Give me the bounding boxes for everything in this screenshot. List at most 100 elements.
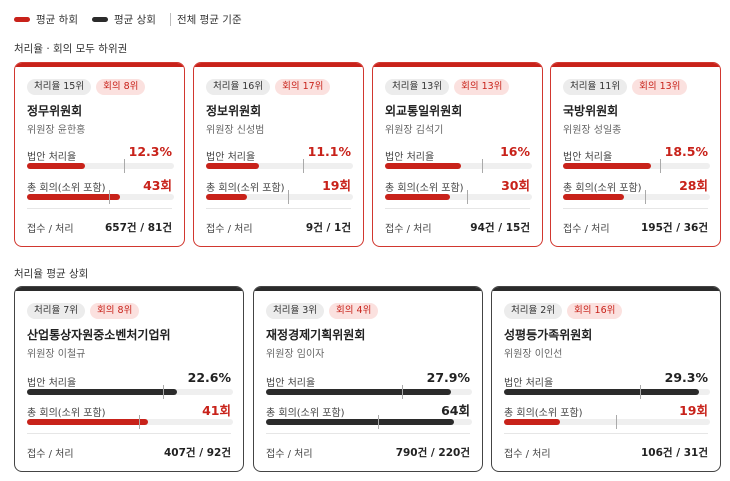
meeting-count-bar-track — [563, 190, 710, 204]
legend-divider — [169, 12, 171, 26]
card-divider — [206, 208, 351, 209]
card-top-accent — [254, 287, 482, 291]
meeting-count-bar-track — [385, 190, 532, 204]
processing-rate-label: 법안 처리율 — [27, 378, 77, 389]
rank-badges: 처리율 2위 회의 16위 — [504, 303, 623, 319]
processing-rate-bar-track — [385, 159, 532, 173]
meeting-count-average-marker — [288, 190, 290, 204]
meeting-count-bar-fill — [27, 194, 120, 200]
meeting-count-label: 총 회의(소위 포함) — [385, 183, 464, 194]
meeting-count-value: 30회 — [501, 178, 530, 193]
processing-rate-bar-fill — [385, 163, 461, 169]
received-processed-value: 106건 / 31건 — [641, 447, 708, 459]
card-top-accent — [492, 287, 720, 291]
card-top-accent — [373, 63, 542, 67]
processing-rate-bar-track — [206, 159, 353, 173]
committee-card[interactable]: 처리율 15위 회의 8위 정무위원회 위원장 윤한홍 법안 처리율 12.3% 총 회의(… — [14, 62, 185, 247]
processing-rate-label: 법안 처리율 — [266, 378, 316, 389]
processing-rate-average-marker — [163, 385, 165, 399]
legend-below: 평균 하회 — [14, 12, 78, 27]
received-processed-label: 접수 / 처리 — [27, 224, 74, 235]
rank-badges: 처리율 15위 회의 8위 — [27, 79, 146, 95]
card-divider — [504, 433, 708, 434]
meeting-rank-badge: 회의 16위 — [567, 303, 623, 319]
processing-rate-average-marker — [303, 159, 305, 173]
meeting-count-bar-track — [27, 190, 174, 204]
meeting-rank-badge: 회의 13위 — [454, 79, 510, 95]
meeting-rank-badge: 회의 17위 — [275, 79, 331, 95]
processing-rate-value: 22.6% — [187, 370, 231, 385]
card-top-accent — [551, 63, 720, 67]
processing-rate-average-marker — [482, 159, 484, 173]
processing-rate-value: 16% — [500, 144, 530, 159]
committee-chair: 위원장 김석기 — [385, 125, 444, 136]
meeting-count-bar-track — [206, 190, 353, 204]
card-divider — [27, 433, 231, 434]
rate-rank-badge: 처리율 16위 — [206, 79, 271, 95]
committee-chair: 위원장 윤한홍 — [27, 125, 86, 136]
legend-below-label: 평균 하회 — [36, 13, 78, 26]
meeting-count-average-marker — [467, 190, 469, 204]
section-title-below: 처리율 · 회의 모두 하위권 — [14, 43, 128, 55]
committee-chair: 위원장 이철규 — [27, 349, 86, 360]
legend-below-swatch — [14, 16, 30, 22]
processing-rate-label: 법안 처리율 — [385, 152, 435, 163]
processing-rate-bar-track — [27, 159, 174, 173]
legend-basis-label: 전체 평균 기준 — [176, 13, 242, 26]
meeting-count-label: 총 회의(소위 포함) — [563, 183, 642, 194]
received-processed-value: 407건 / 92건 — [164, 447, 231, 459]
card-divider — [385, 208, 530, 209]
processing-rate-bar-track — [27, 385, 233, 399]
meeting-count-bar-fill — [563, 194, 624, 200]
committee-chair: 위원장 임이자 — [266, 349, 325, 360]
received-processed-label: 접수 / 처리 — [206, 224, 253, 235]
meeting-count-label: 총 회의(소위 포함) — [266, 408, 345, 419]
processing-rate-bar-fill — [504, 389, 699, 395]
meeting-count-average-marker — [138, 415, 140, 429]
meeting-count-bar-fill — [385, 194, 450, 200]
processing-rate-bar-track — [266, 385, 472, 399]
meeting-count-average-marker — [109, 190, 111, 204]
processing-rate-bar-track — [504, 385, 710, 399]
processing-rate-label: 법안 처리율 — [27, 152, 77, 163]
processing-rate-label: 법안 처리율 — [504, 378, 554, 389]
meeting-count-value: 28회 — [679, 178, 708, 193]
card-divider — [563, 208, 708, 209]
meeting-count-bar-track — [266, 415, 472, 429]
meeting-count-value: 43회 — [143, 178, 172, 193]
meeting-count-label: 총 회의(소위 포함) — [27, 408, 106, 419]
committee-chair: 위원장 신성범 — [206, 125, 265, 136]
meeting-count-label: 총 회의(소위 포함) — [27, 183, 106, 194]
rank-badges: 처리율 16위 회의 17위 — [206, 79, 331, 95]
committee-name: 국방위원회 — [563, 104, 619, 118]
committee-card[interactable]: 처리율 11위 회의 13위 국방위원회 위원장 성일종 법안 처리율 18.5% 총 회의… — [550, 62, 721, 247]
processing-rate-bar-fill — [206, 163, 259, 169]
committee-card[interactable]: 처리율 16위 회의 17위 정보위원회 위원장 신성범 법안 처리율 11.1% 총 회의… — [193, 62, 364, 247]
meeting-count-label: 총 회의(소위 포함) — [504, 408, 583, 419]
processing-rate-bar-fill — [27, 163, 86, 169]
committee-name: 정보위원회 — [206, 104, 262, 118]
processing-rate-bar-track — [563, 159, 710, 173]
committee-card[interactable]: 처리율 7위 회의 8위 산업통상자원중소벤처기업위 위원장 이철규 법안 처리율 22.… — [14, 286, 244, 472]
committee-name: 정무위원회 — [27, 104, 83, 118]
legend: 평균 하회 평균 상회 전체 평균 기준 — [14, 11, 242, 27]
committee-chair: 위원장 성일종 — [563, 125, 622, 136]
meeting-count-value: 41회 — [202, 403, 231, 418]
legend-above: 평균 상회 — [91, 12, 156, 27]
committee-name: 성평등가족위원회 — [504, 328, 593, 342]
committee-card[interactable]: 처리율 3위 회의 4위 재정경제기획위원회 위원장 임이자 법안 처리율 27.9% 총 … — [253, 286, 483, 472]
processing-rate-bar-fill — [563, 163, 651, 169]
card-top-accent — [15, 287, 243, 291]
committee-name: 재정경제기획위원회 — [266, 328, 366, 342]
received-processed-value: 9건 / 1건 — [305, 222, 351, 234]
legend-above-label: 평균 상회 — [113, 13, 156, 26]
rank-badges: 처리율 13위 회의 13위 — [385, 79, 510, 95]
meeting-count-label: 총 회의(소위 포함) — [206, 183, 285, 194]
card-divider — [266, 433, 470, 434]
processing-rate-label: 법안 처리율 — [206, 152, 256, 163]
committee-card[interactable]: 처리율 2위 회의 16위 성평등가족위원회 위원장 이인선 법안 처리율 29.3% 총 … — [491, 286, 721, 472]
received-processed-label: 접수 / 처리 — [385, 224, 432, 235]
meeting-count-value: 64회 — [441, 403, 470, 418]
processing-rate-average-marker — [124, 159, 126, 173]
committee-card[interactable]: 처리율 13위 회의 13위 외교통일위원회 위원장 김석기 법안 처리율 16% 총 회의… — [372, 62, 543, 247]
